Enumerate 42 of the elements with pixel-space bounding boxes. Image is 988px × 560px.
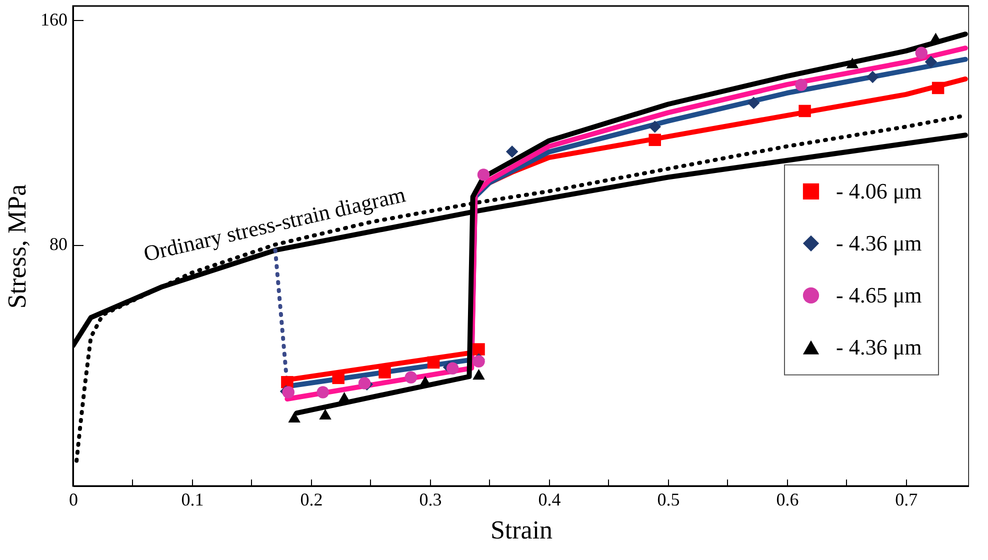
point (338, 392, 350, 403)
point (472, 343, 485, 356)
point (358, 377, 371, 390)
y-axis-title: Stress, MPa (2, 184, 32, 309)
x-tick-label: 0.5 (657, 490, 680, 510)
point (506, 146, 518, 158)
legend-label: - 4.65 μm (836, 282, 922, 308)
x-tick-label: 0.7 (895, 490, 918, 510)
x-tick-label: 0.2 (300, 490, 323, 510)
point (748, 96, 760, 109)
x-axis-title: Strain (490, 516, 553, 544)
x-tick-label: 0 (69, 490, 78, 510)
annotation: Ordinary stress-strain diagram (141, 182, 408, 266)
point (648, 134, 661, 146)
x-tick-label: 0.1 (181, 490, 204, 510)
point (472, 368, 485, 380)
point (427, 356, 440, 369)
point (477, 168, 490, 181)
point (378, 366, 391, 378)
point (446, 362, 459, 374)
x-tick-label: 0.6 (776, 490, 799, 510)
point (288, 412, 300, 423)
point (930, 32, 942, 44)
y-tick-label: 80 (50, 234, 68, 254)
point (316, 386, 330, 398)
point (932, 82, 944, 94)
point (798, 104, 811, 118)
point (866, 70, 879, 84)
point (319, 408, 332, 420)
point (915, 46, 928, 59)
point (404, 371, 418, 384)
legend-label: - 4.06 μm (836, 178, 922, 204)
point (924, 56, 938, 68)
point (648, 120, 661, 133)
legend-label: - 4.36 μm (836, 334, 922, 360)
legend-label: - 4.36 μm (836, 230, 922, 256)
x-tick-label: 0.3 (419, 490, 442, 510)
point (846, 58, 859, 68)
y-tick-label: 160 (40, 10, 68, 30)
point (795, 78, 808, 91)
point (282, 386, 294, 398)
x-tick-label: 0.4 (538, 490, 561, 510)
